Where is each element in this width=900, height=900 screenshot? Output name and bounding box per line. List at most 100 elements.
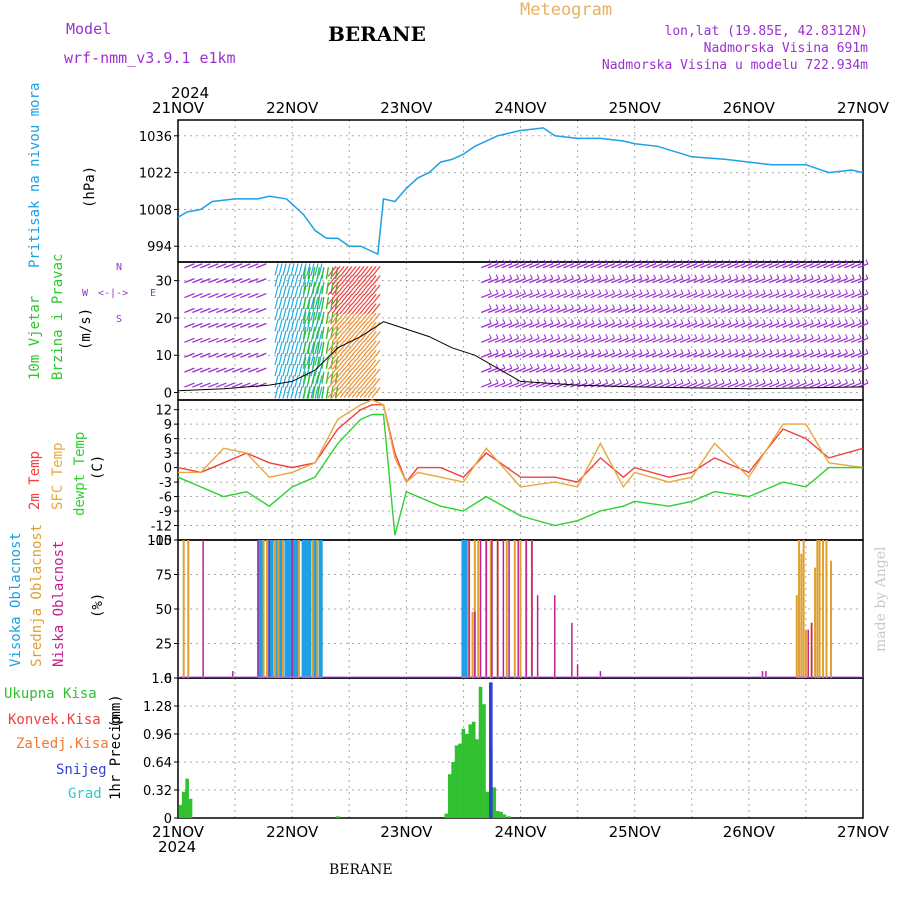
wind-barb-tick (742, 274, 746, 279)
wind-barb (741, 352, 752, 358)
wind-barb-tick (543, 289, 547, 294)
wind-barb (590, 322, 602, 329)
wind-barb-tick (797, 349, 800, 354)
wind-barb (200, 367, 211, 373)
cloud-bar (303, 540, 308, 678)
wind-barb-red (347, 321, 357, 333)
wind-barb-cyan (286, 330, 291, 343)
wind-barb-red (347, 284, 357, 296)
wind-barb-green (325, 386, 330, 399)
wind-barb-tick (536, 289, 540, 294)
wind-barb-tick (625, 334, 629, 339)
wind-barb (232, 307, 243, 314)
cloud-bar (307, 540, 312, 678)
wind-barb-tick (776, 349, 780, 354)
wind-barb-red (339, 303, 349, 314)
wind-barb (857, 367, 869, 373)
wind-barb-tick (728, 349, 732, 354)
wind-barb-tick (666, 259, 670, 264)
wind-barb-green (302, 311, 307, 325)
wind-barb-tick (509, 304, 513, 309)
wind-barb-cyan (290, 285, 295, 298)
wind-barb (707, 352, 718, 358)
wind-barb-cyan (306, 319, 311, 332)
wind-barb-tick (564, 274, 568, 279)
precip-bar (475, 739, 479, 818)
wind-barb (720, 292, 732, 299)
wind-barb-red (363, 312, 373, 324)
wind-barb-cyan (286, 375, 291, 388)
wind-barb (734, 263, 745, 269)
wind-barb-cyan (298, 364, 303, 377)
cloud-bar (599, 671, 602, 678)
wind-barb-green (321, 281, 325, 295)
wind-barb-red (371, 377, 381, 389)
precip-bar (451, 762, 455, 818)
wind-barb (679, 367, 691, 373)
wind-barb-tick (557, 319, 561, 324)
wind-barb (665, 307, 677, 314)
wind-barb-tick (639, 378, 643, 384)
wind-barb-green (330, 267, 334, 280)
wind-barb-cyan (274, 330, 279, 343)
wind-barb (768, 337, 780, 343)
wind-barb-tick (632, 349, 636, 354)
wind-barb-tick (571, 304, 574, 309)
wind-barb-red (343, 265, 353, 277)
wind-barb-red (331, 321, 341, 333)
temp-line-2 (177, 413, 863, 536)
wind-barb-tick (632, 274, 636, 279)
year-top: 2024 (171, 84, 210, 102)
wind-barb (775, 263, 787, 269)
wind-barb (624, 367, 636, 373)
wind-barb (208, 263, 219, 269)
wind-barb-tick (523, 363, 526, 369)
wind-barb (563, 337, 574, 343)
wind-barb (597, 278, 608, 284)
cloud-bar (277, 540, 280, 678)
cloud-bar (761, 671, 764, 678)
wind-barb-red (331, 265, 341, 277)
wind-barb (734, 322, 745, 329)
wind-barb-tick (769, 334, 773, 339)
cloud-bar (278, 540, 283, 678)
wind-barb (224, 322, 235, 329)
cloud-bar (505, 540, 508, 678)
wind-barb-cyan (274, 263, 279, 276)
wind-barb-cyan (318, 296, 323, 310)
wind-barb-tick (584, 334, 588, 339)
wind-barb-tick (666, 334, 670, 339)
wind-barb (256, 292, 267, 299)
wind-barb-green (312, 356, 316, 369)
wind-barb-tick (694, 289, 698, 294)
wind-barb (645, 322, 656, 329)
wind-barb (768, 382, 780, 388)
wind-barb-red (371, 321, 381, 333)
precip-bar (185, 778, 189, 818)
wind-barb-cyan (314, 285, 319, 298)
wind-barb-tick (488, 259, 492, 264)
wind-barb-red (347, 340, 357, 352)
wind-barb-tick (851, 319, 855, 324)
wind-barb-tick (673, 304, 677, 309)
wind-barb-tick (584, 304, 588, 309)
wind-barb (556, 307, 567, 314)
wind-barb-red (355, 387, 365, 398)
wind-barb (665, 278, 677, 284)
wind-barb (638, 307, 650, 314)
year-bottom: 2024 (158, 838, 197, 856)
wind-barb-tick (762, 349, 766, 354)
wind-barb-red (367, 349, 377, 361)
wind-barb-tick (797, 363, 800, 369)
wind-barb-tick (680, 378, 684, 384)
wind-barb-tick (790, 378, 794, 384)
wind-barb (590, 263, 602, 269)
wind-barb-tick (577, 259, 581, 264)
wind-barb-green (312, 296, 316, 310)
x-tick-bottom: 25NOV (609, 823, 662, 841)
wind-barb-tick (550, 304, 554, 309)
compass-east: E (150, 288, 157, 299)
wind-barb (796, 322, 807, 329)
wind-barb-tick (783, 319, 787, 324)
wind-barb (755, 352, 766, 358)
